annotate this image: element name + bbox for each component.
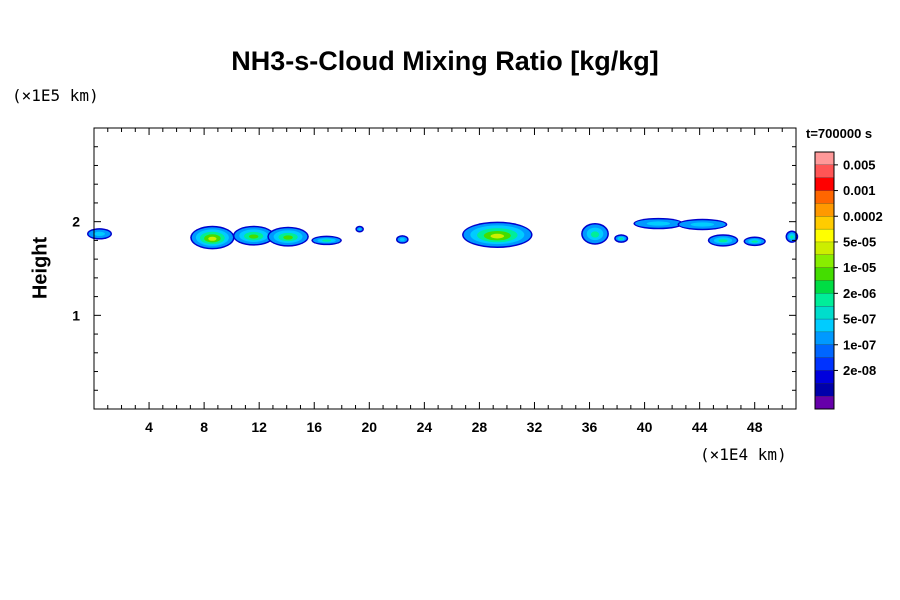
colorbar-segment — [814, 254, 835, 269]
y-tick-label: 2 — [72, 214, 80, 230]
colorbar-segment — [814, 280, 835, 294]
cloud-field — [86, 217, 799, 250]
cloud-core — [283, 235, 293, 240]
colorbar-label: 2e-06 — [843, 286, 876, 301]
colorbar-segment — [814, 293, 835, 307]
colorbar-segment — [814, 151, 835, 166]
x-tick-label: 32 — [527, 419, 543, 435]
colorbar-segment — [814, 370, 835, 384]
colorbar: 0.005 0.001 0.0002 5e-05 1e-05 2e-06 5e-07 1e-0… — [814, 151, 883, 410]
cloud-patch — [396, 235, 409, 244]
cloud-core — [208, 236, 217, 241]
cloud-patch — [355, 225, 364, 233]
x-tick-label: 40 — [637, 419, 653, 435]
x-tick-label: 28 — [472, 419, 488, 435]
colorbar-frame — [814, 151, 835, 410]
cloud-core — [399, 238, 405, 241]
cloud-patch — [614, 234, 629, 243]
cloud-patch — [462, 221, 533, 248]
colorbar-segment — [814, 383, 835, 397]
colorbar-segment — [814, 190, 835, 204]
colorbar-segment — [814, 177, 835, 191]
colorbar-label: 5e-05 — [843, 234, 876, 249]
cloud-patch — [86, 228, 113, 240]
colorbar-segment — [814, 395, 835, 410]
colorbar-segment — [814, 357, 835, 371]
cloud-patch — [707, 234, 739, 247]
x-tick-label: 8 — [200, 419, 208, 435]
colorbar-segment — [814, 267, 835, 281]
cloud-patch — [232, 225, 275, 246]
x-tick-label: 20 — [362, 419, 378, 435]
x-axis-exponent: (×1E4 km) — [700, 445, 787, 464]
y-tick-label: 1 — [72, 307, 80, 323]
cloud-patch — [743, 236, 766, 247]
cloud-core — [646, 221, 671, 226]
colorbar-label: 1e-07 — [843, 337, 876, 352]
colorbar-label: 5e-07 — [843, 312, 876, 327]
cloud-core — [590, 231, 600, 238]
x-tick-label: 4 — [145, 419, 153, 435]
colorbar-segment — [814, 203, 835, 217]
colorbar-label: 0.0002 — [843, 209, 883, 224]
colorbar-segment — [814, 216, 835, 230]
colorbar-label: 2e-08 — [843, 363, 876, 378]
cloud-core — [490, 233, 505, 239]
colorbar-label: 0.001 — [843, 183, 876, 198]
time-label: t=700000 s — [806, 126, 873, 141]
cloud-patch — [311, 235, 342, 246]
cloud-core — [322, 239, 332, 242]
cloud-patch — [677, 218, 728, 231]
colorbar-segment — [814, 331, 835, 346]
chart-title: NH3-s-Cloud Mixing Ratio [kg/kg] — [231, 46, 659, 76]
y-axis-exponent: (×1E5 km) — [12, 86, 99, 105]
colorbar-segment — [814, 318, 835, 333]
x-tick-label: 48 — [747, 419, 763, 435]
cloud-patch — [633, 217, 684, 230]
cloud-core — [619, 237, 624, 240]
colorbar-segment — [814, 306, 835, 320]
colorbar-segment — [814, 228, 835, 243]
cloud-patch — [267, 226, 309, 247]
cloud-patch — [785, 230, 799, 243]
colorbar-segment — [814, 344, 835, 359]
cloud-core — [690, 222, 715, 227]
x-tick-label: 44 — [692, 419, 708, 435]
colorbar-label: 0.005 — [843, 157, 876, 172]
cloud-patch — [190, 225, 235, 250]
cloud-core — [718, 239, 728, 243]
cloud-core — [248, 234, 259, 239]
cloud-core — [94, 231, 106, 236]
colorbar-segment — [814, 164, 835, 179]
colorbar-label: 1e-05 — [843, 260, 876, 275]
colorbar-segment — [814, 241, 835, 256]
cloud-core — [790, 235, 794, 239]
x-tick-label: 16 — [306, 419, 322, 435]
x-tick-label: 12 — [251, 419, 267, 435]
cloud-core — [751, 240, 758, 243]
plot-frame — [93, 127, 797, 410]
x-tick-label: 24 — [417, 419, 433, 435]
cloud-patch — [581, 222, 609, 245]
cloud-core — [358, 228, 362, 231]
x-tick-label: 36 — [582, 419, 598, 435]
